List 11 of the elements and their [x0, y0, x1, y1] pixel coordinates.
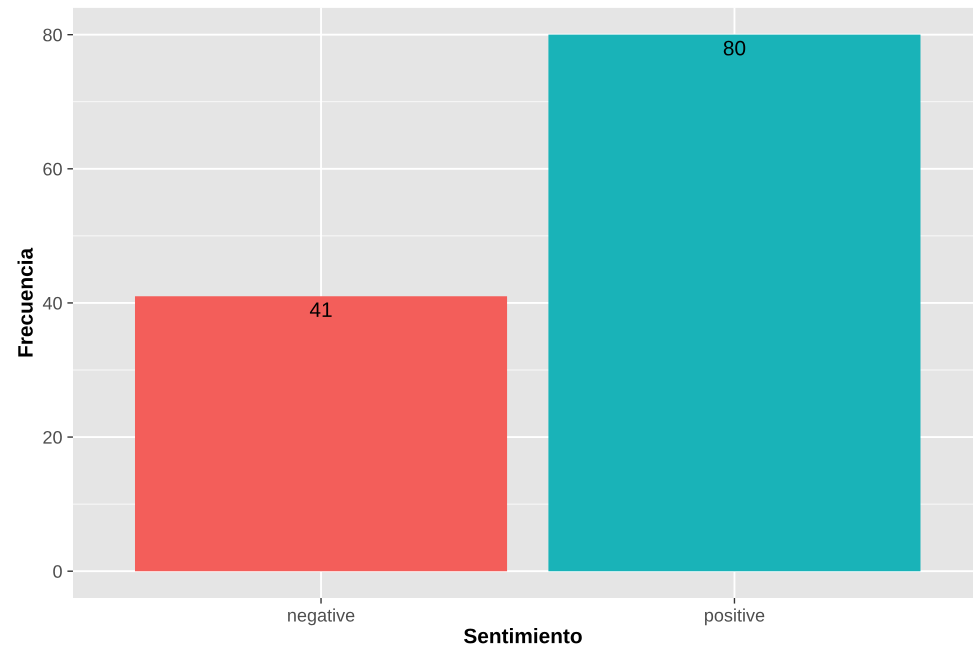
y-tick-label: 60	[43, 162, 62, 176]
x-axis-title: Sentimiento	[464, 628, 582, 644]
x-tick-label: positive	[705, 608, 764, 626]
data-label: 41	[310, 302, 332, 317]
y-tick-label: 0	[53, 565, 62, 578]
y-tick-label: 20	[43, 431, 62, 444]
y-axis-title: Frecuencia	[18, 248, 33, 357]
data-label: 80	[724, 40, 746, 56]
x-tick-label: negative	[288, 608, 354, 626]
y-tick-label: 40	[42, 296, 62, 310]
y-tick-label: 80	[43, 28, 62, 42]
